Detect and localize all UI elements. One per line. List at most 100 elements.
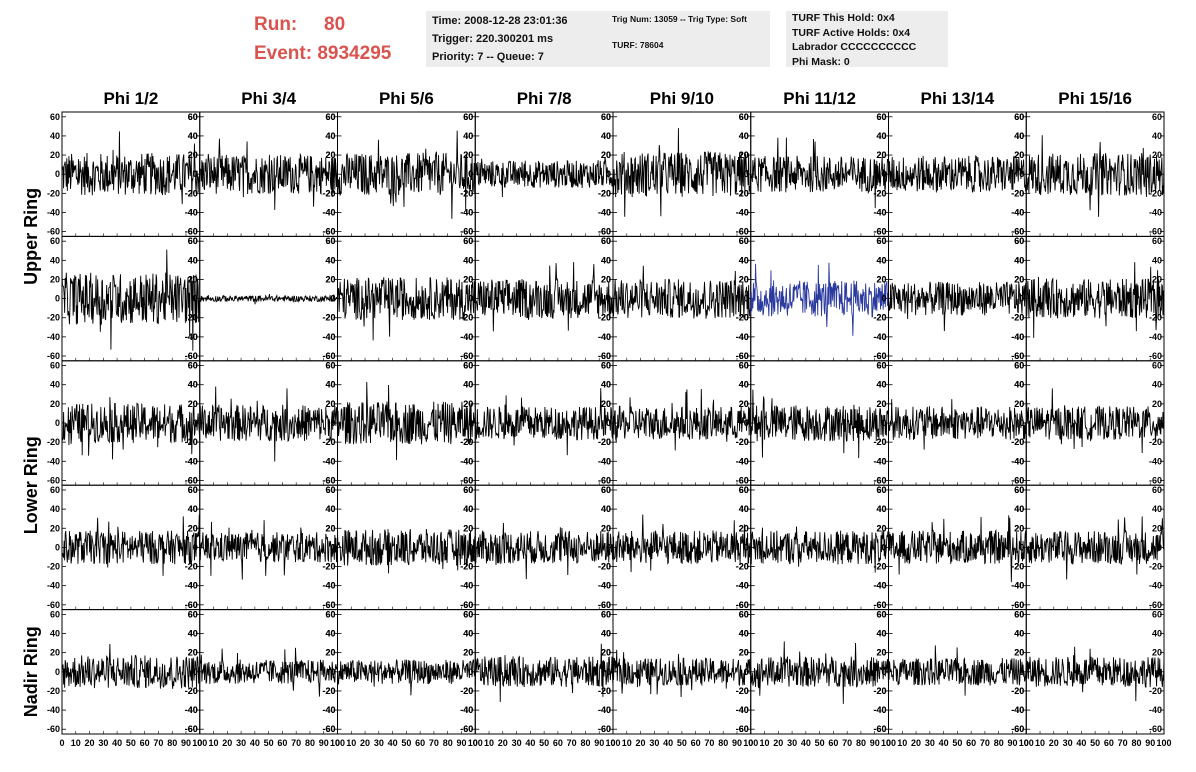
y-tick-label: -20	[1149, 188, 1162, 198]
y-tick-label: 20	[463, 523, 473, 533]
y-tick-label: 20	[325, 399, 335, 409]
y-tick-label: 0	[744, 667, 749, 677]
x-tick-label: 70	[429, 738, 439, 748]
y-tick-label: 20	[188, 150, 198, 160]
y-tick-label: 40	[601, 131, 611, 141]
y-tick-label: -40	[322, 332, 335, 342]
y-tick-label: -60	[598, 724, 611, 734]
x-tick-label: 90	[732, 738, 742, 748]
y-tick-label: -40	[736, 705, 749, 715]
waveform-trace	[612, 388, 752, 451]
y-tick-label: -20	[873, 437, 886, 447]
y-tick-label: -40	[185, 581, 198, 591]
y-tick-label: -20	[460, 562, 473, 572]
y-tick-label: 40	[876, 504, 886, 514]
y-tick-label: 40	[876, 255, 886, 265]
y-tick-label: -20	[1011, 188, 1024, 198]
y-tick-label: -40	[873, 207, 886, 217]
y-tick-label: -60	[322, 600, 335, 610]
y-tick-label: 60	[463, 361, 473, 371]
y-tick-label: 60	[739, 609, 749, 619]
y-tick-label: -40	[185, 207, 198, 217]
y-tick-label: -40	[1011, 581, 1024, 591]
y-tick-label: 40	[739, 380, 749, 390]
column-title: Phi 11/12	[783, 89, 856, 108]
y-tick-label: -40	[47, 581, 60, 591]
y-tick-label: -20	[47, 188, 60, 198]
x-tick-label: 10	[346, 738, 356, 748]
y-tick-label: 40	[50, 131, 60, 141]
waveform-trace	[474, 262, 614, 332]
waveform-trace	[888, 515, 1027, 583]
y-tick-label: -40	[322, 456, 335, 466]
y-tick-label: -40	[1011, 207, 1024, 217]
y-tick-label: 0	[744, 169, 749, 179]
y-tick-label: -40	[460, 207, 473, 217]
x-tick-label: 50	[126, 738, 136, 748]
y-tick-label: 40	[1152, 131, 1162, 141]
y-tick-label: 20	[1152, 523, 1162, 533]
event-label: Event:	[254, 43, 313, 64]
y-tick-label: -60	[1011, 475, 1024, 485]
y-tick-label: 40	[739, 131, 749, 141]
x-tick-label: 10	[760, 738, 770, 748]
y-tick-label: -20	[185, 313, 198, 323]
y-tick-label: 0	[881, 169, 886, 179]
y-tick-label: -40	[460, 456, 473, 466]
x-tick-label: 70	[980, 738, 990, 748]
y-tick-label: 20	[1014, 399, 1024, 409]
y-tick-label: 20	[188, 648, 198, 658]
y-tick-label: 0	[330, 542, 335, 552]
waveform-trace	[888, 155, 1027, 193]
y-tick-label: -40	[598, 332, 611, 342]
y-tick-label: 20	[188, 274, 198, 284]
y-tick-label: -20	[322, 188, 335, 198]
y-tick-label: 20	[1152, 399, 1162, 409]
x-tick-label: 60	[415, 738, 425, 748]
y-tick-label: 20	[876, 274, 886, 284]
y-tick-label: -60	[598, 475, 611, 485]
y-tick-label: -40	[322, 705, 335, 715]
column-title: Phi 3/4	[241, 89, 296, 108]
y-tick-label: 40	[739, 504, 749, 514]
y-tick-label: 20	[601, 523, 611, 533]
y-tick-label: -20	[873, 686, 886, 696]
x-tick-label: 80	[994, 738, 1004, 748]
x-tick-label: 100	[468, 738, 483, 748]
y-tick-label: 60	[1152, 361, 1162, 371]
y-tick-label: 40	[739, 380, 749, 390]
x-tick-label: 100	[1019, 738, 1034, 748]
y-tick-label: -40	[736, 705, 749, 715]
y-tick-label: 40	[188, 255, 198, 265]
y-tick-label: -20	[47, 562, 60, 572]
y-tick-label: 40	[463, 504, 473, 514]
y-tick-label: 20	[739, 399, 749, 409]
y-tick-label: 0	[55, 294, 60, 304]
y-tick-label: -20	[736, 686, 749, 696]
y-tick-label: -60	[598, 351, 611, 361]
y-tick-label: 60	[325, 485, 335, 495]
y-tick-label: -60	[322, 227, 335, 237]
y-tick-label: -60	[873, 227, 886, 237]
y-tick-label: 60	[739, 112, 749, 122]
y-tick-label: 60	[325, 236, 335, 246]
x-tick-label: 90	[456, 738, 466, 748]
waveform-trace	[337, 381, 476, 461]
waveform-trace	[888, 645, 1027, 696]
y-tick-label: -20	[736, 188, 749, 198]
y-tick-label: 40	[1014, 504, 1024, 514]
y-tick-label: -40	[1149, 581, 1162, 591]
y-tick-label: -20	[598, 562, 611, 572]
x-tick-label: 50	[677, 738, 687, 748]
waveform-trace	[474, 522, 614, 580]
waveform-trace	[61, 131, 201, 205]
x-tick-label: 30	[787, 738, 797, 748]
y-tick-label: 0	[193, 418, 198, 428]
y-tick-label: -20	[322, 313, 335, 323]
column-title: Phi 7/8	[517, 89, 572, 108]
waveform-trace	[1025, 262, 1165, 338]
y-tick-label: -20	[185, 188, 198, 198]
y-tick-label: 20	[188, 399, 198, 409]
y-tick-label: 20	[739, 523, 749, 533]
y-tick-label: 60	[463, 236, 473, 246]
